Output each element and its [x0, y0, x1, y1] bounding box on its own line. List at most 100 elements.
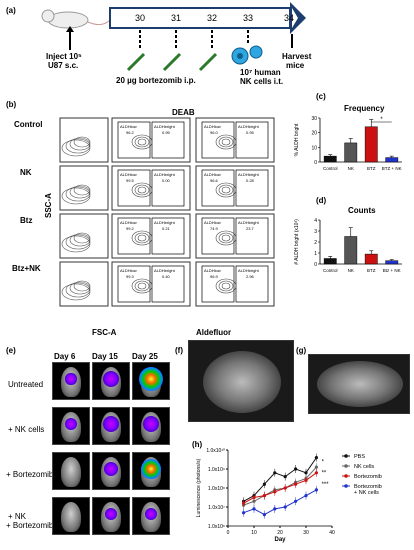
panel-f-label: (f) — [175, 346, 183, 355]
series-point — [304, 478, 308, 482]
gate-high — [235, 169, 269, 207]
category-label: NK — [348, 166, 354, 171]
img-row-btz: + Bortezomib — [6, 470, 54, 479]
legend-marker — [344, 464, 348, 468]
bioluminescence-signal — [103, 461, 119, 477]
series-line-2 — [243, 472, 317, 504]
gate-contour — [131, 230, 153, 246]
bar-BTZ + NK — [385, 157, 399, 163]
y-tick-label: 0 — [314, 262, 317, 268]
y-tick-label: 1.0x10⁹ — [208, 467, 225, 473]
gate-value-high: 0.95 — [246, 130, 255, 135]
gate-contour — [134, 280, 150, 292]
category-label: NK — [348, 268, 354, 273]
series-point — [314, 456, 318, 460]
flow-xlabel-2: Aldefluor — [196, 328, 232, 337]
imaging-cell — [132, 452, 170, 490]
gate-value-high: 0.95 — [162, 130, 171, 135]
scatter-contour — [73, 136, 91, 148]
y-axis-label: Luminescence (photons/s) — [196, 458, 202, 517]
imaging-cell — [92, 362, 130, 400]
gate-low — [201, 169, 235, 207]
gate-contour — [221, 234, 231, 242]
series-point — [283, 486, 287, 490]
series-line-0 — [243, 457, 317, 502]
gate-label-low: ALDHlow — [204, 220, 221, 225]
mri-image-g — [308, 354, 410, 414]
gate-label-low: ALDHlow — [204, 172, 221, 177]
gate-contour — [215, 278, 237, 294]
brain-f — [203, 351, 281, 413]
series-point — [294, 467, 298, 471]
series-point — [273, 507, 277, 511]
day-30: 30 — [135, 13, 146, 23]
gate-contour — [131, 182, 153, 198]
imaging-cell — [52, 407, 90, 445]
series-point — [304, 471, 308, 475]
harvest-label-1: Harvest — [282, 52, 312, 61]
scatter-contour — [61, 187, 91, 205]
gate-value-low: 96.0 — [210, 130, 219, 135]
mouse-head — [61, 457, 81, 487]
panel-d-label: (d) — [316, 196, 327, 205]
flow-row-btz: Btz — [20, 216, 33, 225]
counts-chart: 0 1 2 3 4 Control NK BTZ Btz + NK # ALDH bright (… — [294, 218, 402, 273]
bar-BTZ — [364, 253, 378, 265]
series-point — [262, 513, 266, 517]
img-row-nk: + NK cells — [8, 425, 45, 434]
scatter-contour — [69, 185, 91, 199]
flow-row-nk: NK — [20, 168, 32, 177]
scatter-contour — [69, 137, 91, 151]
gate-low — [201, 121, 235, 159]
series-point — [283, 475, 287, 479]
series-line-3 — [243, 489, 317, 516]
scatter-contour — [73, 232, 91, 244]
gate-low — [117, 169, 151, 207]
img-row-btznk-1: + NK — [8, 512, 27, 521]
img-day-25: Day 25 — [132, 352, 158, 361]
bar-Control — [323, 155, 337, 163]
flow-gate-plot — [111, 213, 191, 259]
sig-star: * — [322, 459, 325, 465]
x-tick-label: 10 — [251, 530, 257, 536]
legend-marker — [344, 484, 348, 488]
scatter-contour — [61, 139, 91, 157]
gate-contour — [137, 234, 147, 242]
scatter-contour — [65, 234, 91, 250]
gate-label-high: ALDHbright — [154, 124, 176, 129]
chart-d-title: Counts — [348, 206, 376, 215]
gate-label-high: ALDHbright — [154, 268, 176, 273]
bar-NK — [344, 142, 358, 163]
day-34: 34 — [284, 13, 295, 23]
category-label: Control — [323, 268, 338, 273]
gate-contour — [131, 278, 153, 294]
flow-plots: ALDHlow ALDHbright 96.2 0.95 ALDHlow ALDHbrig… — [59, 117, 275, 307]
gate-high — [151, 169, 185, 207]
scatter-contour — [73, 280, 91, 292]
gate-value-low: 96.2 — [126, 130, 135, 135]
imaging-cell — [92, 407, 130, 445]
gate-contour — [218, 184, 234, 196]
category-label: Btz + NK — [383, 268, 401, 273]
y-tick-label: 1.0x10⁸ — [208, 486, 225, 492]
btz-label: 20 µg bortezomib i.p. — [116, 76, 196, 85]
mouse-head — [61, 502, 81, 532]
gate-high — [235, 121, 269, 159]
panel-a-label: (a) — [6, 6, 16, 15]
gate-contour — [131, 134, 153, 150]
gate-contour — [221, 138, 231, 146]
series-point — [314, 488, 318, 492]
gate-contour — [137, 282, 147, 290]
gate-contour — [218, 280, 234, 292]
gate-value-high: 0.28 — [246, 178, 255, 183]
gate-high — [235, 265, 269, 303]
bioluminescence-signal — [140, 458, 162, 480]
flow-gate-plot — [195, 261, 275, 307]
sig-star: *** — [322, 482, 330, 488]
y-tick-label: 1.0x10¹⁰ — [206, 448, 225, 454]
gate-value-low: 99.2 — [126, 226, 135, 231]
x-tick-label: 20 — [277, 530, 283, 536]
series-point — [314, 465, 318, 469]
gate-high — [151, 217, 185, 255]
imaging-cell — [132, 362, 170, 400]
